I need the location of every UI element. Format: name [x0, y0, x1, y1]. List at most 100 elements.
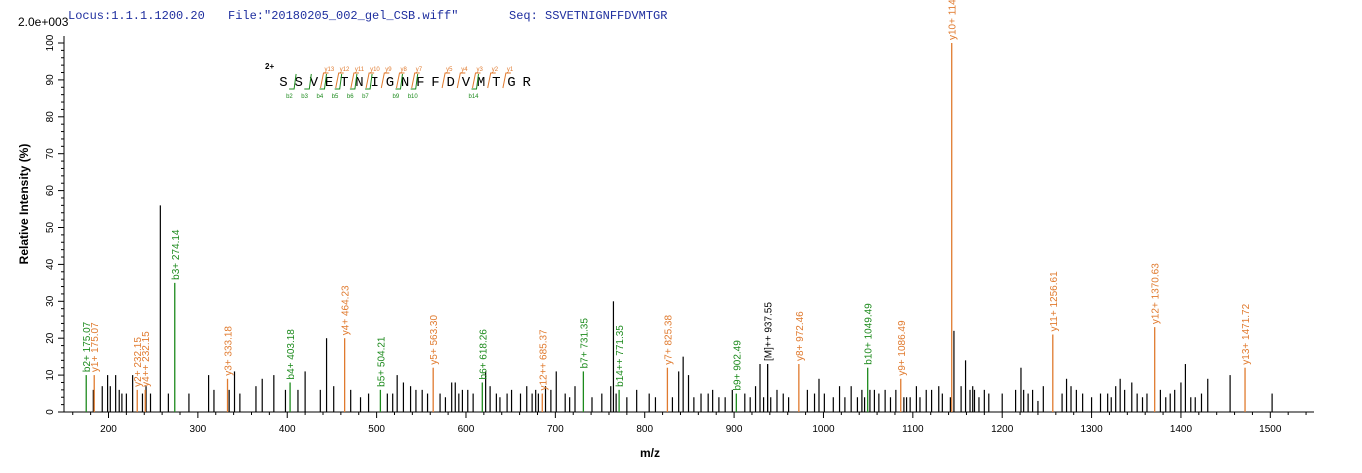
b-fragment-marker — [289, 73, 297, 90]
peak-label: y8+ 972.46 — [795, 311, 806, 361]
peak-label: b14++ 771.35 — [615, 325, 626, 387]
x-tick-label: 900 — [726, 424, 743, 435]
peak-label: y2+ 232.15 — [133, 337, 144, 387]
b-fragment-label: b6 — [347, 94, 354, 100]
b-fragment-label: b4 — [317, 94, 324, 100]
peak-label: y4++ 232.15 — [141, 331, 152, 387]
y-tick-label: 90 — [45, 74, 56, 86]
sequence-fragment-map: 2+ S S V E T N I G N F F D V M T G Rb2 b3 b4 b5 b6 b7 b9 b10 b14… — [265, 62, 531, 100]
x-tick-label: 400 — [279, 424, 296, 435]
file-label: File:"20180205_002_gel_CSB.wiff" — [228, 9, 458, 23]
peak-label: y12+ 1370.63 — [1151, 263, 1162, 324]
b-fragment-marker — [395, 73, 403, 90]
y-fragment-label: y13 — [325, 67, 335, 73]
peak-label: y1+ 175.07 — [90, 322, 101, 372]
b-fragment-label: b9 — [393, 94, 400, 100]
y-fragment-label: y5 — [446, 67, 453, 73]
sequence-label: Seq: SSVETNIGNFFDVMTGR — [509, 9, 667, 23]
y-fragment-marker — [441, 72, 451, 89]
b-fragment-label: b3 — [301, 94, 308, 100]
x-tick-label: 600 — [458, 424, 475, 435]
peak-label: y13+ 1471.72 — [1241, 303, 1252, 364]
peak-label: y7+ 825.38 — [663, 315, 674, 365]
x-tick-label: 300 — [190, 424, 207, 435]
peak-label: y4+ 464.23 — [341, 285, 352, 335]
y-tick-label: 0 — [45, 409, 56, 415]
y-axis-title: Relative Intensity (%) — [17, 144, 31, 265]
y-fragment-label: y11 — [355, 67, 365, 73]
peak-label: b10+ 1049.49 — [864, 303, 875, 365]
peak-label: b3+ 274.14 — [171, 229, 182, 280]
peak-label: b5+ 504.21 — [376, 336, 387, 387]
y-tick-label: 80 — [45, 111, 56, 123]
x-tick-label: 700 — [547, 424, 564, 435]
y-fragment-label: y12 — [340, 67, 350, 73]
sequence-residue: V — [310, 75, 319, 91]
sequence-residue: G — [507, 75, 515, 91]
x-tick-label: 800 — [636, 424, 653, 435]
x-tick-label: 1400 — [1170, 424, 1193, 435]
y-fragment-label: y2 — [492, 67, 499, 73]
sequence-residue: F — [431, 75, 439, 91]
b-fragment-label: b2 — [286, 94, 293, 100]
sequence-residue: R — [522, 75, 531, 91]
x-tick-label: 500 — [368, 424, 385, 435]
y-tick-label: 40 — [45, 258, 56, 270]
y-fragment-marker — [335, 72, 344, 89]
sequence-residue: N — [401, 75, 409, 91]
peak-label: y3+ 333.18 — [224, 326, 235, 376]
sequence-residue: S — [294, 75, 302, 91]
y-fragment-label: y10 — [370, 67, 380, 73]
sequence-residue: D — [446, 75, 454, 91]
b-fragment-marker — [365, 73, 373, 90]
x-axis-title: m/z — [640, 446, 660, 460]
b-fragment-marker — [334, 73, 343, 90]
x-tick-label: 1000 — [812, 424, 835, 435]
peak-label: y5+ 563.30 — [429, 315, 440, 365]
b-fragment-marker — [319, 73, 327, 90]
x-tick-label: 1100 — [902, 424, 924, 435]
b-fragment-label: b7 — [362, 94, 369, 100]
b-fragment-label: b10 — [408, 94, 419, 100]
y-fragment-marker — [472, 72, 481, 89]
intensity-scale-label: 2.0e+003 — [18, 15, 69, 29]
y-fragment-marker — [487, 72, 496, 89]
peak-label: y12++ 685.37 — [538, 329, 549, 391]
y-fragment-marker — [502, 72, 511, 89]
peak-label: b9+ 902.49 — [732, 340, 743, 391]
y-fragment-marker — [396, 72, 405, 89]
x-tick-label: 1200 — [991, 424, 1014, 435]
peak-bars — [85, 43, 1273, 412]
y-axis-ticks: 0 10 20 30 40 50 60 70 80 90 100 — [45, 34, 64, 415]
sequence-residue: M — [477, 75, 485, 91]
b-fragment-marker — [410, 73, 419, 90]
y-fragment-marker — [320, 72, 329, 89]
precursor-charge-label: 2+ — [265, 62, 274, 71]
y-fragment-marker — [380, 72, 390, 89]
y-fragment-marker — [456, 72, 466, 89]
peak-label: y10+ 1143.52 — [948, 0, 959, 40]
y-fragment-label: y4 — [461, 67, 468, 73]
b-fragment-label: b5 — [332, 94, 339, 100]
sequence-residue: S — [279, 75, 287, 91]
b-fragment-marker — [471, 73, 479, 90]
y-tick-label: 100 — [45, 34, 56, 51]
sequence-residue: T — [340, 75, 348, 91]
y-tick-label: 20 — [45, 332, 56, 344]
y-fragment-marker — [365, 72, 375, 89]
sequence-residue: V — [462, 75, 471, 91]
y-fragment-label: y3 — [477, 67, 484, 73]
b-fragment-label: b14 — [469, 94, 480, 100]
y-tick-label: 60 — [45, 185, 56, 197]
peak-label: b2+ 175.07 — [82, 321, 93, 372]
y-fragment-marker — [411, 72, 420, 89]
peak-label: y9+ 1086.49 — [897, 320, 908, 376]
peak-label: b4+ 403.18 — [286, 329, 297, 380]
sequence-residue: E — [325, 75, 333, 91]
sequence-residue: N — [355, 75, 363, 91]
y-tick-label: 30 — [45, 295, 56, 307]
locus-label: Locus:1.1.1.1200.20 — [68, 9, 205, 23]
y-fragment-label: y8 — [401, 67, 408, 73]
peak-label: b7+ 731.35 — [579, 318, 590, 369]
